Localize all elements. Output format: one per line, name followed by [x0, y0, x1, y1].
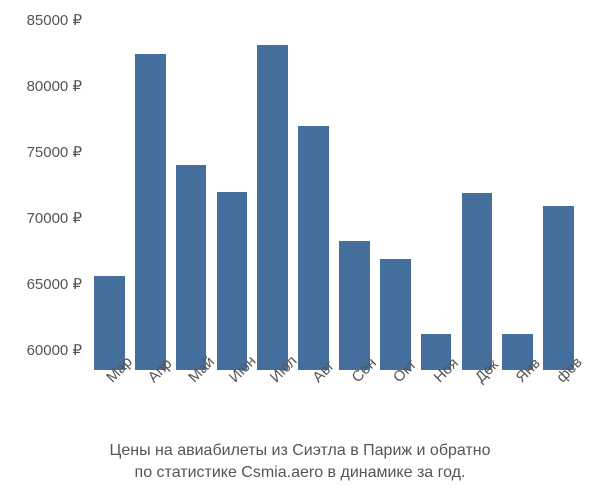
bar-slot: [419, 20, 454, 370]
caption-line-1: Цены на авиабилеты из Сиэтла в Париж и о…: [110, 442, 491, 459]
x-tick-slot: Окт: [378, 374, 413, 434]
bar: [217, 192, 248, 370]
bar: [339, 241, 370, 370]
x-tick-slot: Сен: [337, 374, 372, 434]
y-tick-label: 85000 ₽: [0, 11, 82, 29]
bar-slot: [296, 20, 331, 370]
y-tick-label: 75000 ₽: [0, 143, 82, 161]
y-tick-label: 60000 ₽: [0, 341, 82, 359]
price-chart: 60000 ₽ 65000 ₽ 70000 ₽ 75000 ₽ 80000 ₽ 85000…: [0, 0, 600, 500]
x-tick-slot: Дек: [459, 374, 494, 434]
bar: [135, 54, 166, 370]
chart-caption: Цены на авиабилеты из Сиэтла в Париж и о…: [0, 440, 600, 483]
bar: [380, 259, 411, 370]
bar-slot: [214, 20, 249, 370]
y-tick-label: 65000 ₽: [0, 275, 82, 293]
x-axis-labels: МарАпрМайИюнИюлАвгСенОктНояДекЯнвфев: [88, 374, 580, 434]
caption-line-2: по статистике Csmia.aero в динамике за г…: [135, 464, 466, 481]
x-tick-slot: Янв: [500, 374, 535, 434]
bar-slot: [92, 20, 127, 370]
bar-slot: [255, 20, 290, 370]
x-tick-slot: Мар: [92, 374, 127, 434]
y-tick-label: 80000 ₽: [0, 77, 82, 95]
bar: [257, 45, 288, 370]
x-tick-slot: Авг: [296, 374, 331, 434]
bar-slot: [174, 20, 209, 370]
x-tick-slot: Июл: [255, 374, 290, 434]
x-tick-slot: Июн: [214, 374, 249, 434]
bar: [298, 126, 329, 370]
bar: [462, 193, 493, 370]
bar: [176, 165, 207, 370]
bar-slot: [133, 20, 168, 370]
bar-slot: [378, 20, 413, 370]
bar-slot: [541, 20, 576, 370]
bar-slot: [500, 20, 535, 370]
bar-slot: [459, 20, 494, 370]
y-tick-label: 70000 ₽: [0, 209, 82, 227]
x-tick-slot: Ноя: [419, 374, 454, 434]
bars-container: [88, 20, 580, 370]
x-tick-slot: Апр: [133, 374, 168, 434]
bar: [543, 206, 574, 370]
x-tick-slot: фев: [541, 374, 576, 434]
bar-slot: [337, 20, 372, 370]
plot-area: [88, 20, 580, 370]
x-tick-slot: Май: [174, 374, 209, 434]
